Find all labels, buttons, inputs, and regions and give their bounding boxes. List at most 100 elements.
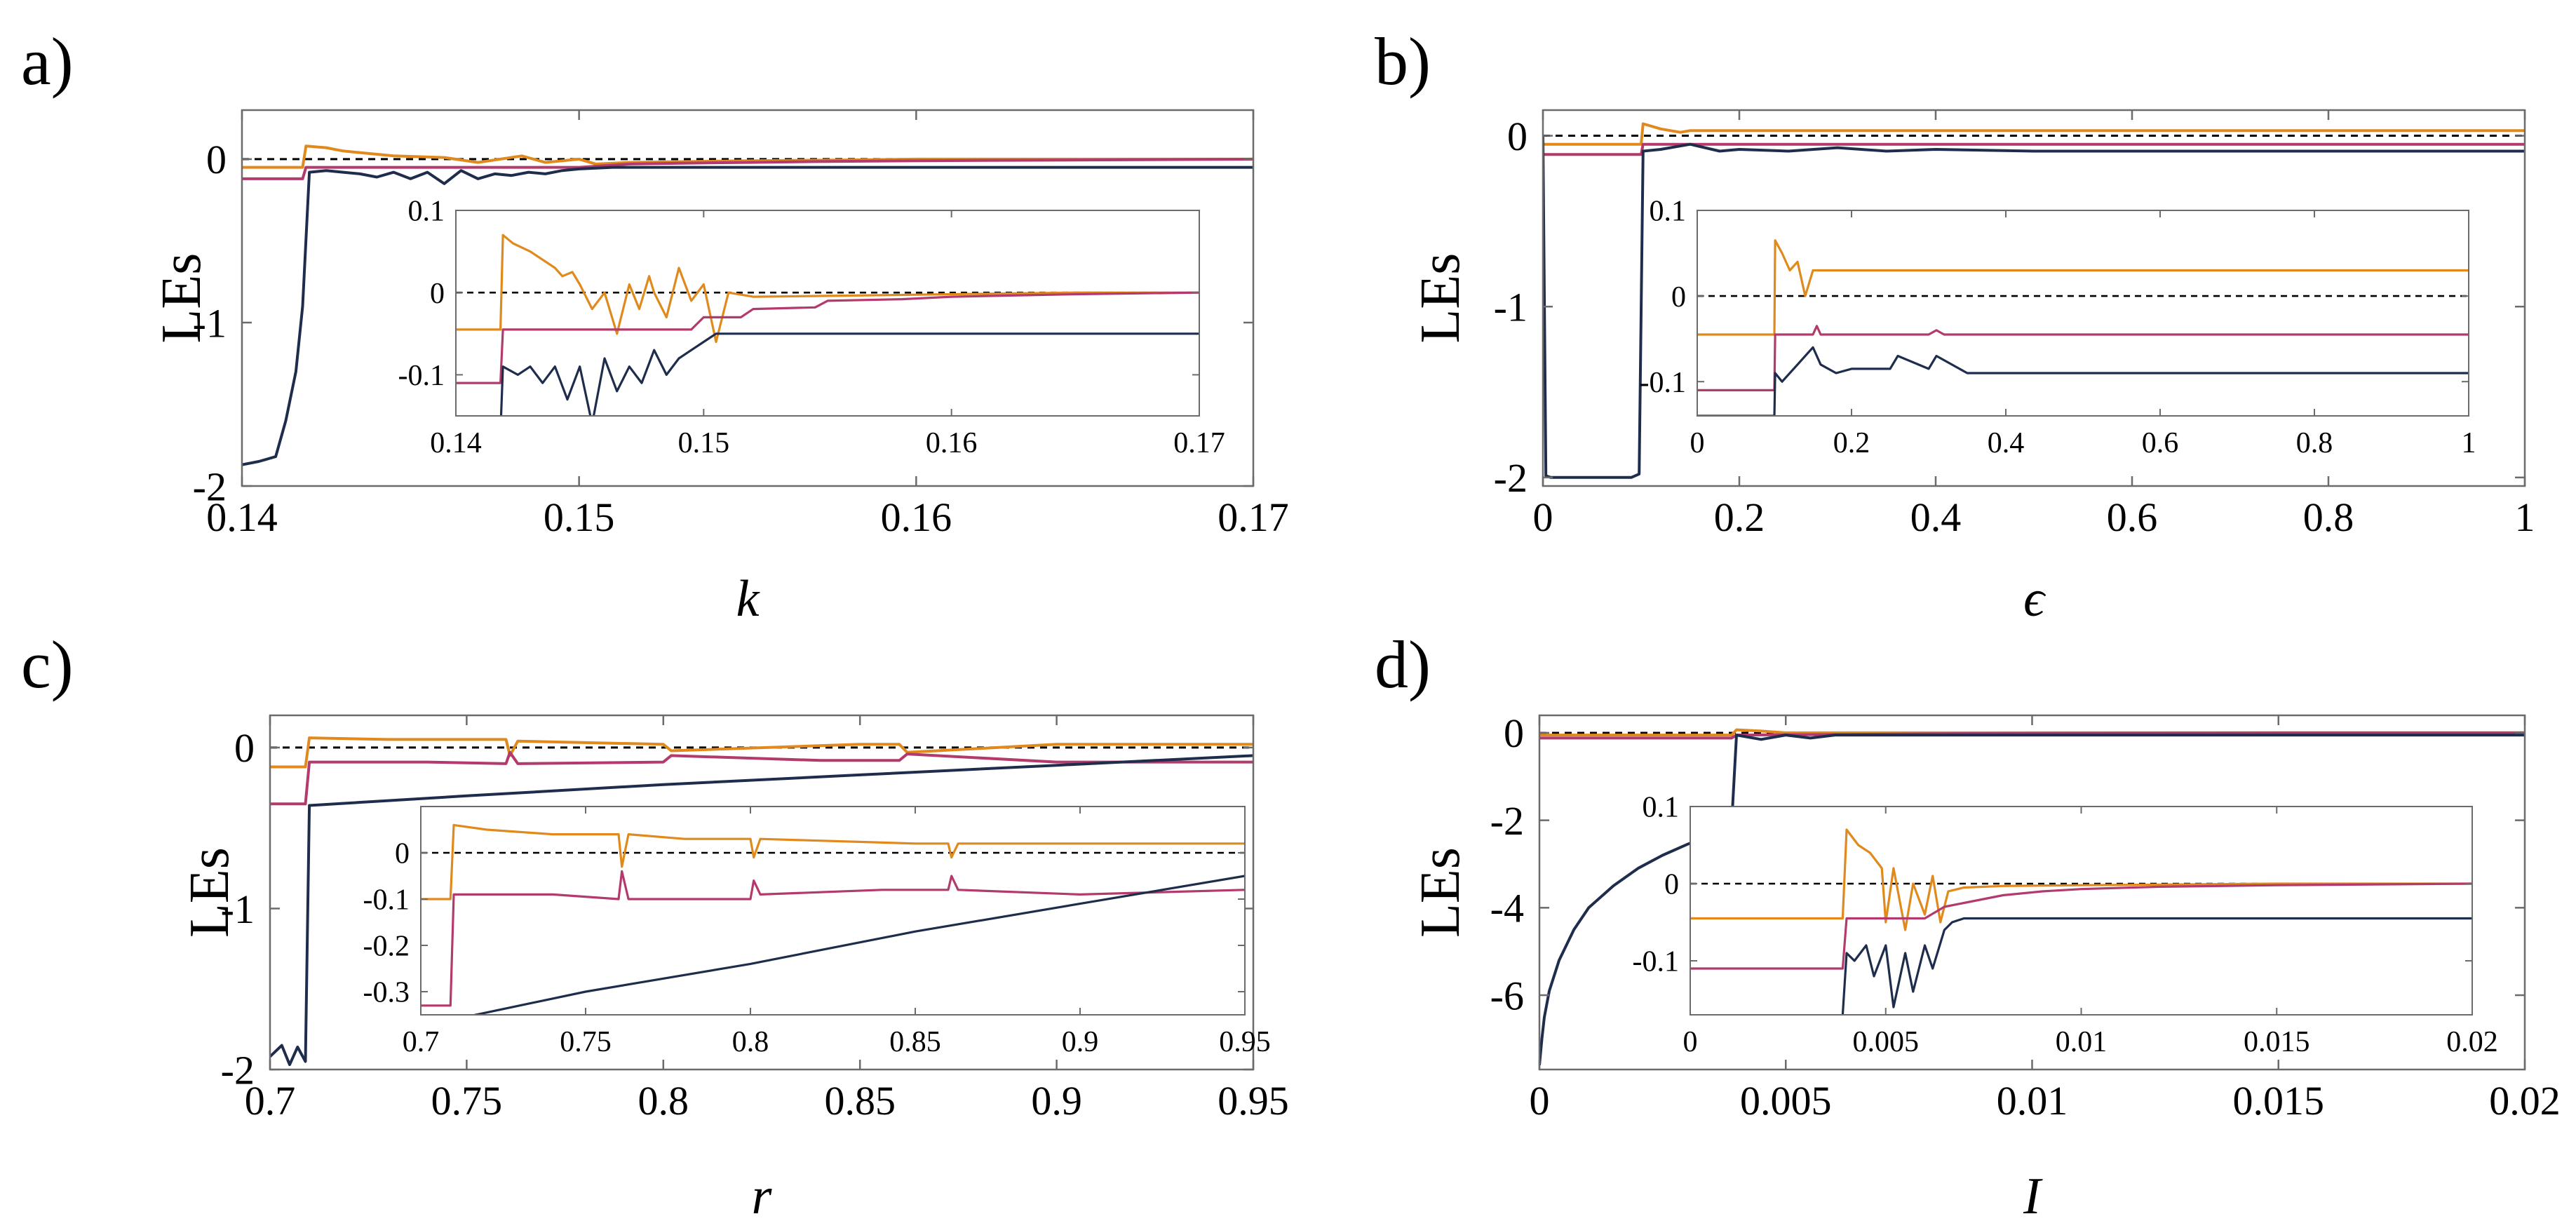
panel-b-main-series-le3 xyxy=(1543,135,2525,479)
panel-a-inset-series-group xyxy=(456,234,1199,416)
panel-c-main-ytick-label: -2 xyxy=(221,1047,255,1093)
panel-b-main-series-le1 xyxy=(1543,122,2525,146)
panel-d-inset-ytick-label: -0.1 xyxy=(1633,946,1680,978)
panel-a-main-ytick-label: -1 xyxy=(193,300,227,346)
panel-a-inset-xtick-label: 0.14 xyxy=(430,427,482,459)
panel-a-inset-background xyxy=(456,210,1199,416)
panel-a-main-series-le2 xyxy=(242,157,1253,180)
panel-c-main-series-le1 xyxy=(270,736,1253,769)
panel-a-inset-ytick-label: -0.1 xyxy=(398,360,445,392)
panel-d-inset-xtick-label: 0.01 xyxy=(2056,1026,2108,1058)
panel-a-main-ytick-label: -2 xyxy=(193,464,227,509)
panel-a-main-frame xyxy=(241,109,1255,487)
panel-b-label: b) xyxy=(1375,24,1431,99)
panel-b-main-xtick-label: 1 xyxy=(2515,494,2535,540)
panel-c-main-frame xyxy=(269,714,1255,1071)
panel-d-inset-xtick-label: 0.015 xyxy=(2244,1026,2310,1058)
panel-a-inset-xtick-label: 0.15 xyxy=(678,427,730,459)
panel-c-inset-xtick-label: 0.95 xyxy=(1219,1026,1271,1058)
panel-b-main-frame xyxy=(1542,109,2526,487)
panel-a-inset-ytick-label: 0 xyxy=(430,278,445,310)
panel-c-inset-frame xyxy=(420,806,1246,1016)
panel-b-inset-xtick-label: 0.2 xyxy=(1833,427,1870,459)
panel-d-xlabel: I xyxy=(2023,1168,2043,1221)
panel-c-main-xtick-label: 0.75 xyxy=(431,1078,503,1124)
panel-b-main-series-group xyxy=(1543,122,2525,479)
panel-d-ylabel: LEs xyxy=(1410,847,1471,938)
panel-d-inset-ytick-label: 0 xyxy=(1664,869,1679,901)
panel-d-main-xtick-label: 0.01 xyxy=(1997,1078,2068,1124)
panel-a-main-xtick-label: 0.15 xyxy=(544,494,615,540)
panel-d-inset-xtick-label: 0.005 xyxy=(1853,1026,1920,1058)
panel-b-xlabel: ϵ xyxy=(2023,570,2046,628)
panel-d-inset-axes: 0 0.005 0.01 0.015 0.02 -0.1 0 0.1 xyxy=(1633,792,2498,1058)
panel-d-main-xtick-label: 0 xyxy=(1530,1078,1550,1124)
panel-b-main-xtick-label: 0.2 xyxy=(1714,494,1765,540)
panel-a-inset-series-le1 xyxy=(456,234,1199,344)
panel-c-inset-series-le2 xyxy=(421,870,1245,1007)
panel-b-inset-ytick-label: 0.1 xyxy=(1650,196,1687,228)
panel-c-xlabel: r xyxy=(752,1168,773,1221)
panel-b-main-series-le2 xyxy=(1543,142,2525,156)
panel-c-inset-ytick-label: -0.3 xyxy=(363,977,410,1009)
panel-d-main-xtick-label: 0.005 xyxy=(1740,1078,1832,1124)
panel-a-inset-ytick-label: 0.1 xyxy=(408,196,445,228)
panel-b-inset-xtick-label: 0.8 xyxy=(2296,427,2333,459)
panel-c-inset-series-le1 xyxy=(421,823,1245,900)
panel-c-label: c) xyxy=(21,627,74,702)
panel-d-inset-background xyxy=(1690,807,2472,1015)
panel-c-inset-xtick-label: 0.85 xyxy=(889,1026,941,1058)
panel-d-main-ytick-label: 0 xyxy=(1504,710,1524,756)
panel-a-main-xtick-label: 0.17 xyxy=(1218,494,1289,540)
panel-d-inset-series-le2 xyxy=(1690,882,2472,970)
panel-b-main-ytick-label: -2 xyxy=(1494,455,1528,501)
panel-a-xlabel: k xyxy=(736,570,760,628)
panel-c-main-xtick-label: 0.95 xyxy=(1218,1078,1289,1124)
panel-d-main-ytick-label: -2 xyxy=(1490,798,1524,844)
panel-b-inset-series-le3 xyxy=(1697,346,2469,416)
panel-a-main-series-group xyxy=(242,144,1253,466)
panel-c-main-xtick-label: 0.9 xyxy=(1031,1078,1082,1124)
panel-c-main-ytick-label: 0 xyxy=(234,725,255,771)
panel-b-inset-xtick-label: 0.4 xyxy=(1988,427,2025,459)
panel-c-main-xtick-label: 0.8 xyxy=(638,1078,689,1124)
panel-b-inset-series-group xyxy=(1697,239,2469,416)
panel-d-inset-xtick-label: 0.02 xyxy=(2446,1026,2498,1058)
panel-d-inset-series-group xyxy=(1690,828,2472,1015)
panel-b-inset-series-le1 xyxy=(1697,239,2469,336)
panel-b-inset-series-le2 xyxy=(1697,325,2469,392)
panel-d-main-ytick-label: -4 xyxy=(1490,886,1524,931)
panel-b-inset-xtick-label: 1 xyxy=(2462,427,2476,459)
panel-d-inset-series-le3 xyxy=(1841,917,2472,1015)
panel-b-main-ytick-label: 0 xyxy=(1507,114,1528,159)
panel-c-main-xtick-label: 0.85 xyxy=(824,1078,896,1124)
panel-c-inset-background xyxy=(421,807,1245,1015)
panel-a-main-series-le3 xyxy=(242,166,1253,466)
panel-c-inset-series-group xyxy=(421,823,1245,1015)
panel-b-inset-xtick-label: 0.6 xyxy=(2142,427,2179,459)
panel-a-ylabel: LEs xyxy=(151,253,213,344)
panel-d-inset-xtick-label: 0 xyxy=(1683,1026,1698,1058)
panel-c-main-series-le2 xyxy=(270,750,1253,806)
panel-b-inset-xtick-label: 0 xyxy=(1690,427,1705,459)
panel-d-main-xtick-label: 0.015 xyxy=(2233,1078,2325,1124)
panel-b-main-xtick-label: 0.4 xyxy=(1910,494,1962,540)
panel-c-ylabel: LEs xyxy=(179,847,241,938)
panel-d-inset-ytick-label: 0.1 xyxy=(1643,792,1680,824)
panel-b-inset-axes: 0 0.2 0.4 0.6 0.8 1-0.100.1 xyxy=(1640,196,2476,459)
panel-a-inset-xtick-label: 0.16 xyxy=(926,427,978,459)
panel-d-main-xtick-label: 0.02 xyxy=(2489,1078,2561,1124)
panel-a-main-xtick-label: 0.14 xyxy=(206,494,278,540)
panel-a-inset-series-le2 xyxy=(456,291,1199,384)
panel-a-inset-frame xyxy=(455,210,1200,417)
panel-c-inset-xtick-label: 0.9 xyxy=(1062,1026,1099,1058)
panel-a-label: a) xyxy=(21,24,74,99)
panel-b-main-ytick-label: -1 xyxy=(1494,284,1528,330)
panel-c-inset-series-le3 xyxy=(470,875,1245,1015)
panel-a-main-ytick-label: 0 xyxy=(206,137,227,182)
panel-c-main-ytick-label: -1 xyxy=(221,886,255,932)
panel-d-label: d) xyxy=(1375,627,1431,702)
panel-c-main-xtick-label: 0.7 xyxy=(245,1078,296,1124)
panel-b-inset-frame xyxy=(1697,210,2469,417)
